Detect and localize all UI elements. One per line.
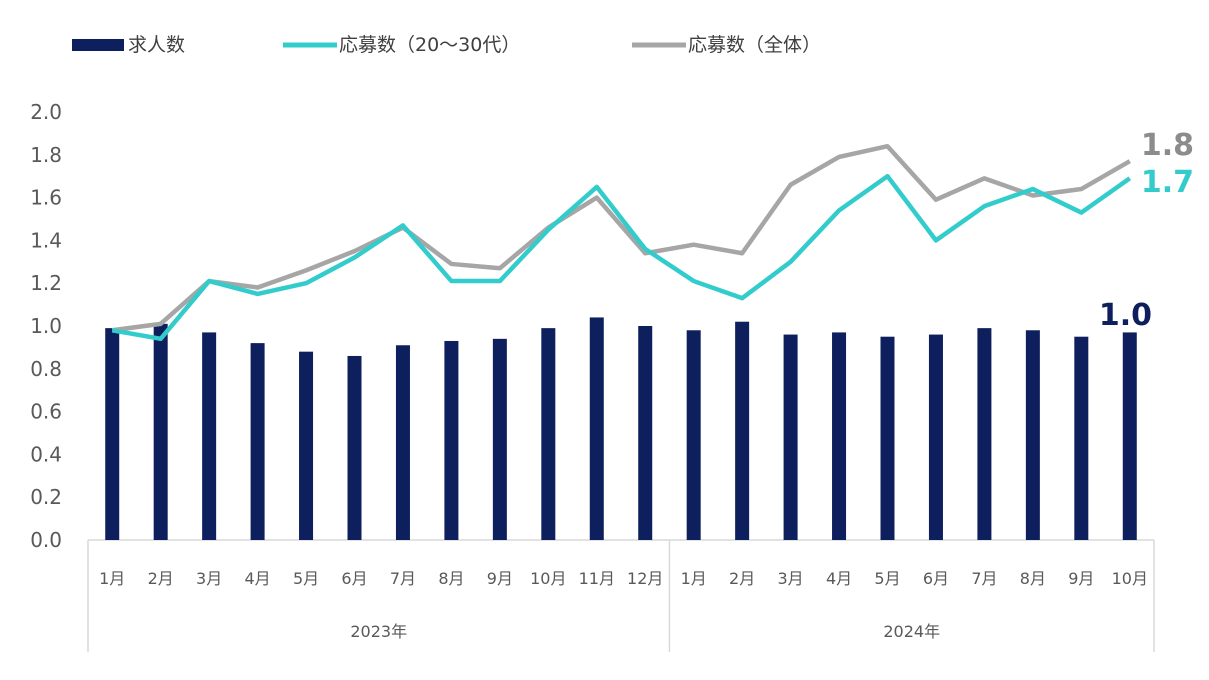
bar [153,323,168,540]
bar [105,328,120,540]
bar [832,332,847,540]
x-tick-label: 5月 [874,569,900,588]
bar [686,330,701,540]
x-tick-label: 12月 [627,569,663,588]
x-tick-label: 7月 [390,569,416,588]
y-tick-label: 0.4 [30,442,62,466]
x-tick-label: 5月 [293,569,319,588]
bar [880,336,895,540]
x-tick-label: 4月 [826,569,852,588]
x-tick-label: 2月 [729,569,755,588]
x-tick-label: 9月 [1068,569,1094,588]
bar [299,351,314,540]
y-tick-label: 1.0 [30,314,62,338]
y-tick-label: 0.6 [30,400,62,424]
bar [347,355,362,540]
y-tick-label: 1.2 [30,271,62,295]
bar [492,338,507,540]
bar [928,334,943,540]
y-tick-label: 0.2 [30,485,62,509]
year-label: 2024年 [883,622,940,641]
bar [202,332,217,540]
bar [589,317,604,540]
y-tick-label: 2.0 [30,100,62,124]
y-tick-label: 1.8 [30,143,62,167]
x-tick-label: 11月 [579,569,615,588]
x-tick-label: 8月 [1020,569,1046,588]
x-tick-label: 3月 [777,569,803,588]
bar [1025,330,1040,540]
x-tick-label: 8月 [438,569,464,588]
bar [444,340,459,540]
x-tick-label: 4月 [244,569,270,588]
bar [783,334,798,540]
x-tick-label: 10月 [530,569,566,588]
x-tick-label: 1月 [681,569,707,588]
line-applicants-20-30s [111,173,1132,342]
bar [977,328,992,540]
x-tick-label: 10月 [1112,569,1148,588]
y-tick-label: 0.0 [30,528,62,552]
x-tick-label: 7月 [971,569,997,588]
x-tick-label: 6月 [341,569,367,588]
y-tick-label: 1.6 [30,186,62,210]
legend-label: 応募数（20～30代） [339,34,520,56]
legend-label: 応募数（全体） [688,34,821,56]
bar [541,328,556,540]
year-label: 2023年 [350,622,407,641]
data-label: 1.0 [1099,298,1152,333]
x-tick-label: 3月 [196,569,222,588]
bar [250,343,265,540]
bar [1074,336,1089,540]
x-tick-label: 1月 [99,569,125,588]
y-tick-label: 1.4 [30,228,62,252]
bar [1122,332,1137,540]
y-tick-label: 0.8 [30,357,62,381]
data-label: 1.7 [1141,165,1194,200]
data-label: 1.8 [1141,128,1194,163]
line-applicants-all [111,143,1131,333]
x-tick-label: 9月 [487,569,513,588]
x-tick-label: 2月 [148,569,174,588]
legend-swatch [72,39,124,51]
legend-label: 求人数 [128,34,185,56]
x-tick-label: 6月 [923,569,949,588]
bar [735,321,750,540]
bar [395,345,410,540]
bar [638,326,653,540]
